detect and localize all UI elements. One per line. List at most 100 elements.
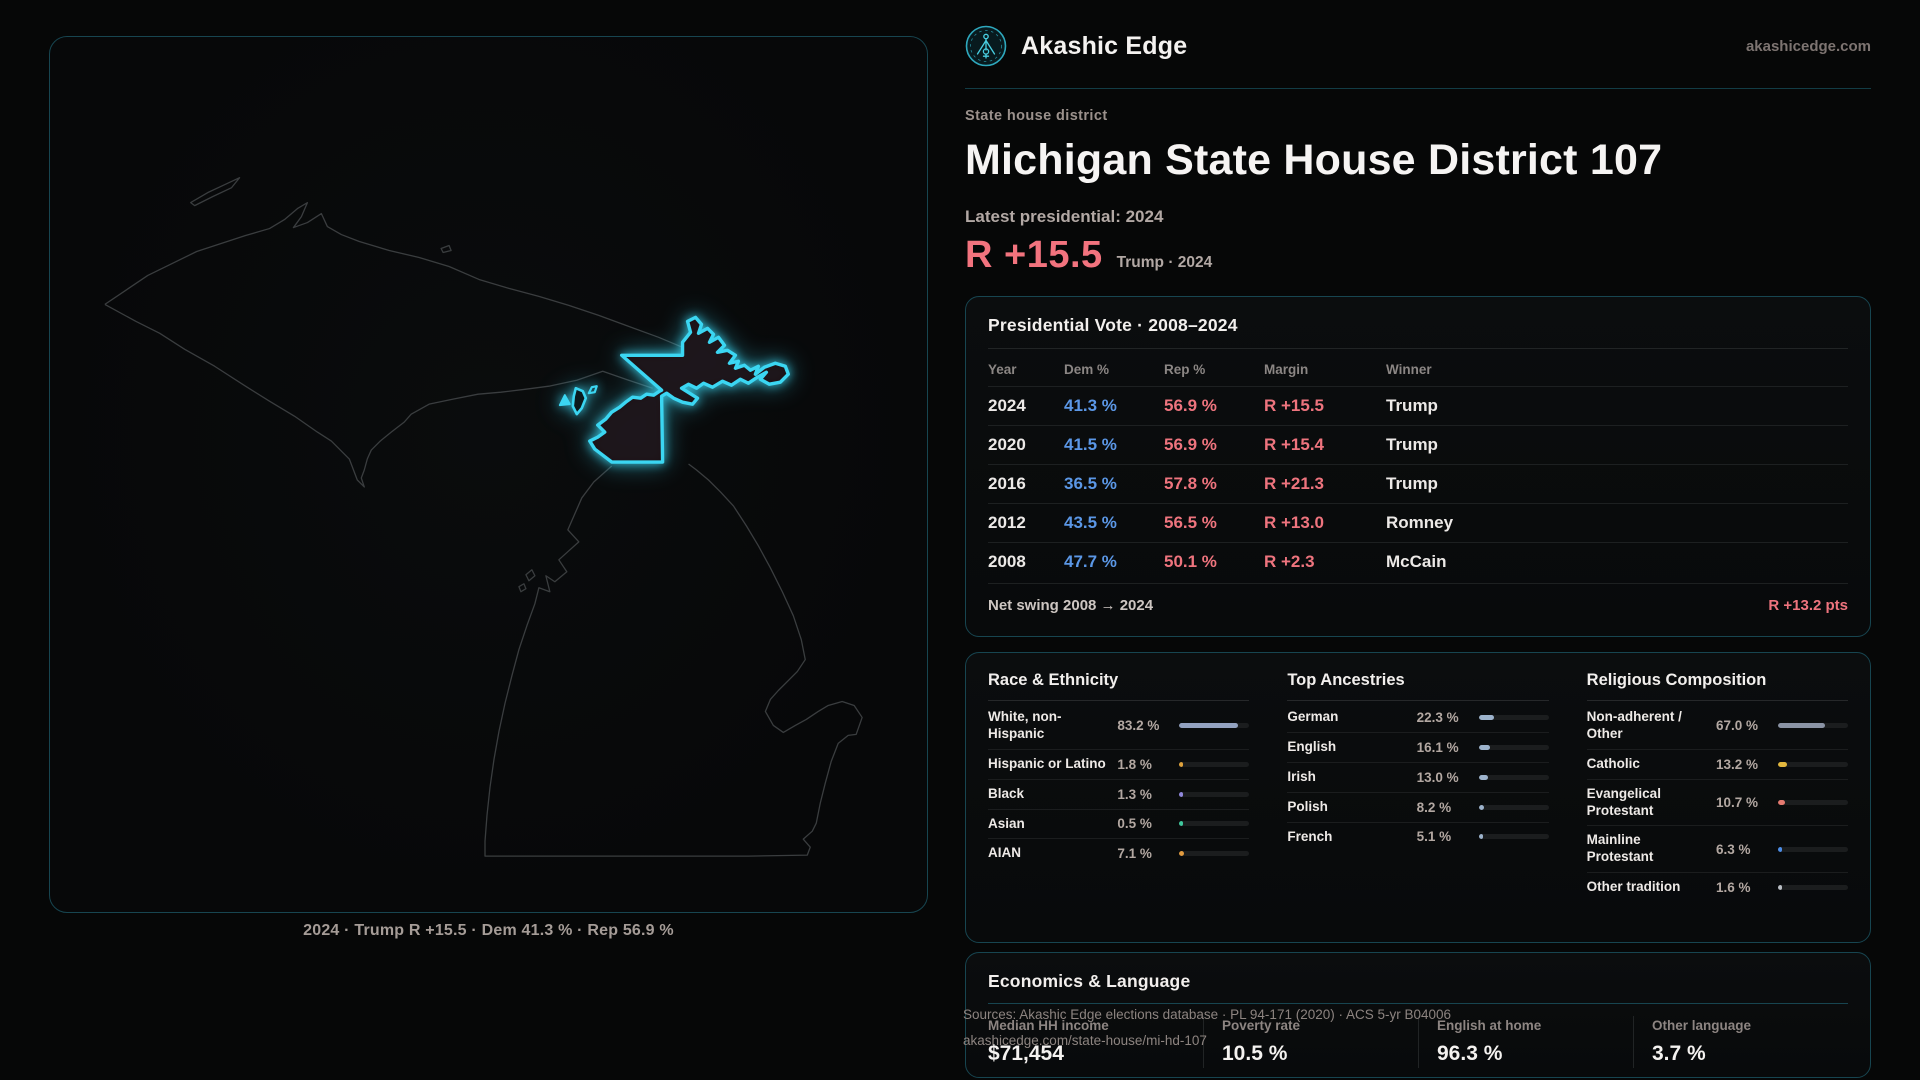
- stat-label: Hispanic or Latino: [988, 755, 1106, 771]
- stat-label: Catholic: [1586, 755, 1640, 771]
- table-row: 2016 36.5 % 57.8 % R +21.3 Trump: [988, 464, 1848, 503]
- stat-label: English: [1287, 738, 1337, 754]
- stat-label: German: [1287, 709, 1339, 724]
- stat-bar-track: [1179, 851, 1250, 857]
- source-permalink[interactable]: akashicedge.com/state-house/mi-hd-107: [963, 1033, 1207, 1049]
- district-map-panel: [49, 36, 928, 913]
- stat-value: 1.8 %: [1117, 756, 1152, 772]
- cell-rep-pct: 50.1 %: [1164, 552, 1217, 571]
- stat-bar-row: Evangelical Protestant 10.7 %: [1586, 780, 1848, 827]
- brand-name: Akashic Edge: [1021, 31, 1188, 60]
- stat-value: 0.5 %: [1117, 816, 1152, 832]
- detail-column: Akashic Edge akashicedge.com State house…: [965, 0, 1871, 1080]
- economic-stat-value: $71,454: [988, 1042, 1064, 1065]
- stat-bar-track: [1478, 804, 1549, 810]
- stat-bar-row: Asian 0.5 %: [988, 810, 1250, 840]
- economic-stat: Poverty rate 10.5 %: [1203, 1016, 1418, 1068]
- stat-bar-fill: [1179, 851, 1185, 857]
- stat-value: 83.2 %: [1117, 718, 1160, 734]
- latest-presidential-label: Latest presidential: 2024: [965, 207, 1164, 226]
- stat-bar-track: [1478, 714, 1549, 720]
- site-header: Akashic Edge akashicedge.com: [965, 22, 1871, 70]
- economic-stat-value: 3.7 %: [1652, 1042, 1706, 1065]
- stat-bar-row: Mainline Protestant 6.3 %: [1586, 826, 1848, 874]
- stat-label: Black: [988, 785, 1025, 801]
- stat-label: Asian: [988, 815, 1025, 831]
- cell-dem-pct: 43.5 %: [1064, 513, 1117, 532]
- stat-label: AIAN: [988, 845, 1021, 861]
- stat-value: 22.3 %: [1416, 709, 1459, 725]
- stat-bar-track: [1478, 774, 1549, 780]
- section-title: Race & Ethnicity: [988, 671, 1119, 689]
- cell-margin: R +21.3: [1264, 474, 1325, 493]
- stat-bar-fill: [1179, 791, 1184, 797]
- table-row: 2020 41.5 % 56.9 % R +15.4 Trump: [988, 425, 1848, 464]
- presidential-table-body: 2024 41.3 % 56.9 % R +15.5 Trump 2020 41.5 % 56…: [988, 386, 1848, 581]
- stat-bar-fill: [1778, 723, 1825, 729]
- net-swing-value: R +13.2 pts: [1768, 597, 1848, 614]
- cell-year: 2016: [988, 474, 1026, 493]
- header-divider: [965, 88, 1871, 89]
- stat-value: 16.1 %: [1416, 739, 1459, 755]
- stat-label: Evangelical Protestant: [1586, 785, 1661, 818]
- net-swing-row: Net swing 2008 → 2024 R +13.2 pts: [988, 583, 1848, 614]
- economic-stat-label: Other language: [1652, 1018, 1752, 1033]
- cell-dem-pct: 41.3 %: [1064, 396, 1117, 415]
- economic-stat-label: Poverty rate: [1222, 1018, 1301, 1033]
- stat-bar-track: [1778, 885, 1848, 891]
- cell-margin: R +15.5: [1264, 396, 1325, 415]
- cell-rep-pct: 56.5 %: [1164, 513, 1217, 532]
- margin-headline: R +15.5 Trump · 2024: [965, 234, 1212, 277]
- stat-label: Irish: [1287, 768, 1316, 784]
- stat-bar-fill: [1179, 723, 1238, 729]
- cell-margin: R +2.3: [1264, 552, 1315, 571]
- stat-value: 1.3 %: [1117, 786, 1152, 802]
- cell-winner: Trump: [1386, 435, 1438, 454]
- cell-dem-pct: 41.5 %: [1064, 435, 1117, 454]
- cell-margin: R +13.0: [1264, 513, 1325, 532]
- cell-year: 2008: [988, 552, 1026, 571]
- brand-domain-link[interactable]: akashicedge.com: [1745, 37, 1871, 55]
- stat-bar-fill: [1778, 800, 1786, 805]
- stat-bar-row: Catholic 13.2 %: [1586, 750, 1848, 780]
- stat-label: Other tradition: [1586, 879, 1681, 895]
- race-ethnicity-column: Race & Ethnicity White, non-Hispanic 83.2 …: [988, 671, 1250, 924]
- economic-stat-label: Median HH income: [988, 1018, 1109, 1033]
- cell-winner: Romney: [1386, 513, 1454, 532]
- divider: [1287, 700, 1549, 701]
- economic-stat-value: 10.5 %: [1222, 1042, 1288, 1065]
- cell-rep-pct: 57.8 %: [1164, 474, 1217, 493]
- stat-value: 13.2 %: [1716, 756, 1759, 772]
- stat-bar-row: English 16.1 %: [1287, 733, 1549, 763]
- stat-bar-track: [1778, 723, 1848, 729]
- stat-value: 10.7 %: [1716, 795, 1759, 810]
- stat-bar-fill: [1179, 761, 1184, 767]
- cell-winner: Trump: [1386, 396, 1438, 415]
- economic-stat-label: English at home: [1437, 1018, 1542, 1033]
- column-header: Winner: [1386, 362, 1432, 377]
- cell-winner: McCain: [1386, 552, 1447, 571]
- stat-value: 6.3 %: [1716, 841, 1751, 857]
- economic-stat: English at home 96.3 %: [1418, 1016, 1633, 1068]
- stat-bar-fill: [1778, 846, 1783, 852]
- economics-panel-title: Economics & Language: [988, 971, 1191, 991]
- michigan-outline: [104, 177, 863, 857]
- presidential-table-header: Year Dem % Rep % Margin Winner: [988, 349, 1848, 386]
- net-swing-label: Net swing 2008 → 2024: [988, 597, 1154, 614]
- cell-dem-pct: 47.7 %: [1064, 552, 1117, 571]
- district-107-shape[interactable]: [558, 315, 791, 464]
- stat-value: 8.2 %: [1416, 799, 1452, 815]
- cell-year: 2020: [988, 435, 1026, 454]
- stat-label: White, non-Hispanic: [988, 709, 1062, 741]
- stat-bar-track: [1179, 821, 1250, 827]
- cell-year: 2024: [988, 396, 1026, 415]
- presidential-vote-panel: Presidential Vote · 2008–2024 Year Dem % R…: [965, 296, 1871, 637]
- divider: [988, 1003, 1848, 1004]
- economic-stat-value: 96.3 %: [1437, 1042, 1503, 1065]
- stat-label: Mainline Protestant: [1586, 832, 1654, 865]
- stat-bar-fill: [1478, 714, 1495, 720]
- stat-label: French: [1287, 828, 1333, 844]
- column-header: Year: [988, 362, 1017, 377]
- economics-language-panel: Economics & Language Median HH income $71…: [965, 952, 1871, 1078]
- demographics-panel: Race & Ethnicity White, non-Hispanic 83.2 …: [965, 652, 1871, 943]
